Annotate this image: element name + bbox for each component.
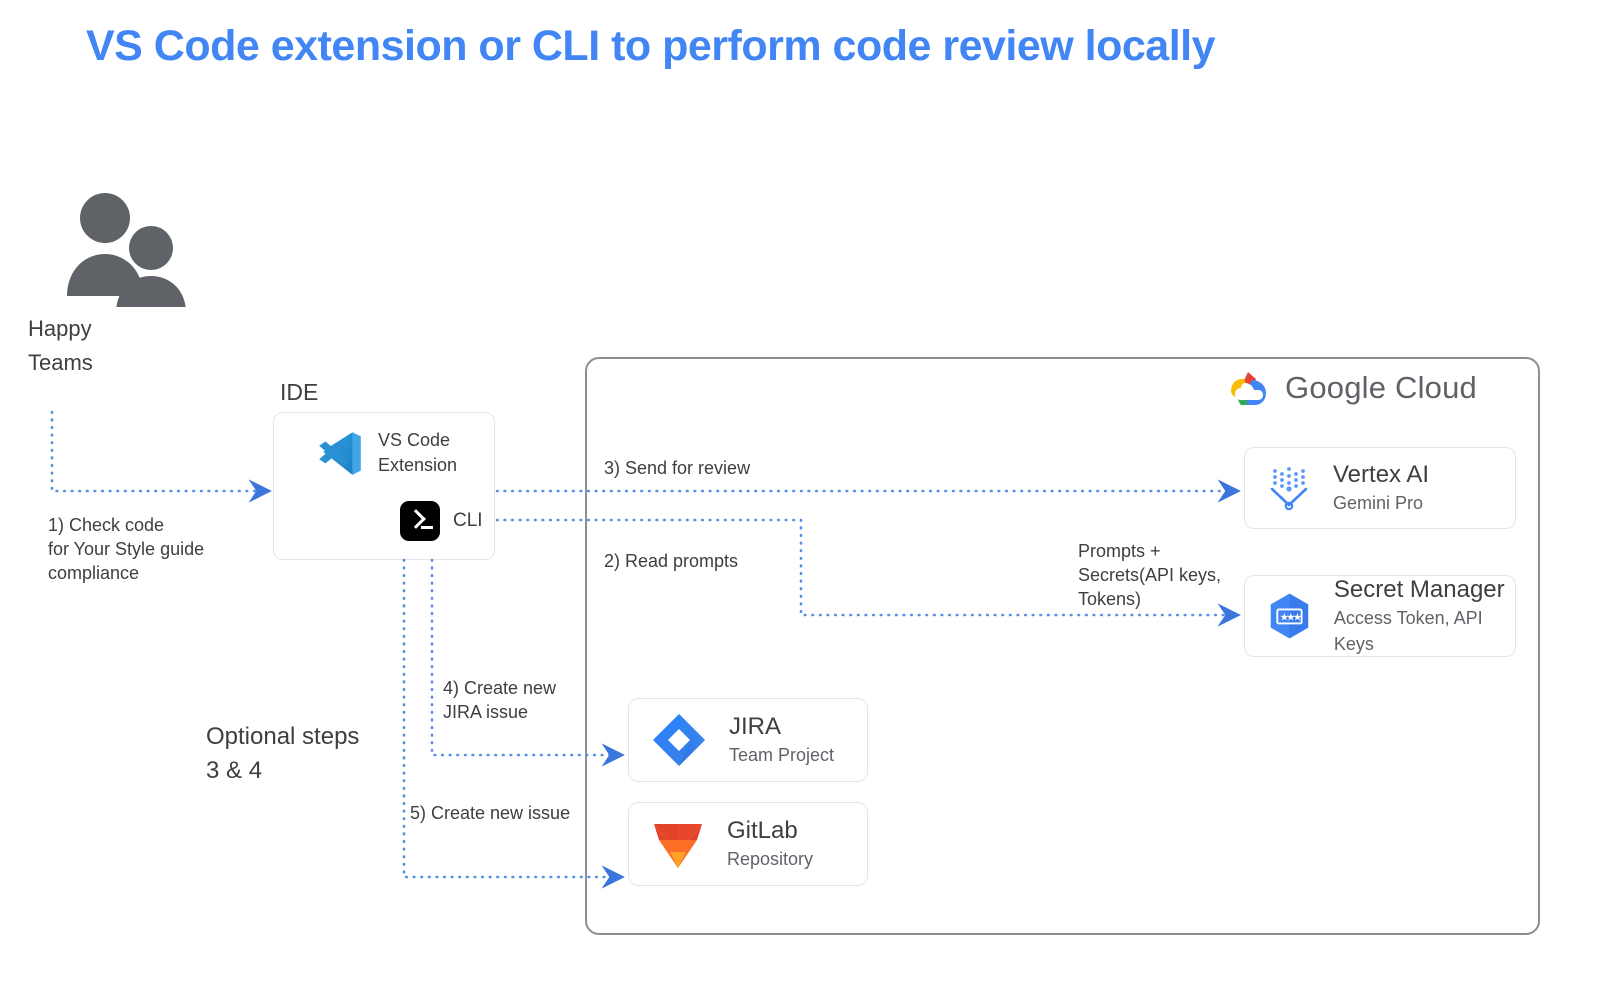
service-card-jira[interactable]: JIRA Team Project	[628, 698, 868, 782]
service-card-text: GitLab Repository	[727, 816, 813, 872]
flow-label-prompts-secrets: Prompts + Secrets(API keys, Tokens)	[1078, 541, 1222, 609]
secret-manager-icon: ★★★	[1270, 593, 1309, 639]
google-cloud-logo-icon	[1231, 372, 1266, 405]
gitlab-logo-icon	[654, 824, 702, 868]
service-title: Vertex AI	[1333, 461, 1430, 488]
service-title: GitLab	[727, 817, 798, 844]
flow-label-step-4: 4) Create new JIRA issue	[443, 678, 557, 722]
terminal-icon	[400, 501, 440, 541]
service-subtitle: Access Token, API Keys	[1333, 608, 1483, 654]
google-cloud-brand: Google Cloud	[1225, 369, 1477, 407]
flow-label-optional-steps: Optional steps 3 & 4	[206, 723, 360, 784]
people-icon	[67, 193, 186, 307]
page-title: VS Code extension or CLI to perform code…	[86, 22, 1216, 70]
ide-label: IDE	[280, 379, 319, 405]
flow-label-step-1: 1) Check code for Your Style guide compl…	[48, 515, 205, 583]
service-card-text: Secret Manager Access Token, API Keys	[1334, 575, 1515, 657]
service-title: Secret Manager	[1333, 576, 1505, 603]
service-card-vertex-ai[interactable]: Vertex AI Gemini Pro	[1244, 447, 1516, 529]
vscode-extension-label: VS Code Extension	[378, 430, 458, 475]
svg-text:★: ★	[1293, 613, 1302, 624]
service-title: JIRA	[729, 713, 782, 740]
service-card-text: JIRA Team Project	[729, 712, 834, 768]
happy-teams-group: Happy Teams	[28, 192, 228, 382]
flow-label-step-2: 2) Read prompts	[604, 551, 739, 571]
service-card-gitlab[interactable]: GitLab Repository	[628, 802, 868, 886]
service-subtitle: Gemini Pro	[1333, 493, 1424, 513]
google-cloud-brand-text: Google Cloud	[1285, 370, 1477, 405]
jira-logo-icon	[653, 714, 705, 766]
flow-label-step-5: 5) Create new issue	[410, 803, 571, 823]
service-card-text: Vertex AI Gemini Pro	[1333, 460, 1429, 516]
svg-text:★: ★	[1286, 613, 1295, 624]
service-card-secret-manager[interactable]: ★ ★ ★ Secret Manager Access Token, API Key…	[1244, 575, 1516, 657]
connector-step-1	[50, 410, 272, 503]
service-subtitle: Repository	[727, 849, 814, 869]
cli-item[interactable]: CLI	[400, 501, 483, 541]
service-subtitle: Team Project	[729, 745, 835, 765]
vscode-extension-item[interactable]: VS Code Extension	[314, 427, 474, 479]
vscode-logo-icon	[319, 432, 361, 475]
cli-label: CLI	[453, 510, 483, 531]
happy-teams-label: Happy Teams	[28, 316, 93, 375]
vertex-ai-icon	[1270, 467, 1308, 511]
flow-label-step-3: 3) Send for review	[604, 458, 751, 478]
ide-box: VS Code Extension CLI	[273, 412, 495, 560]
svg-text:★: ★	[1280, 613, 1289, 624]
